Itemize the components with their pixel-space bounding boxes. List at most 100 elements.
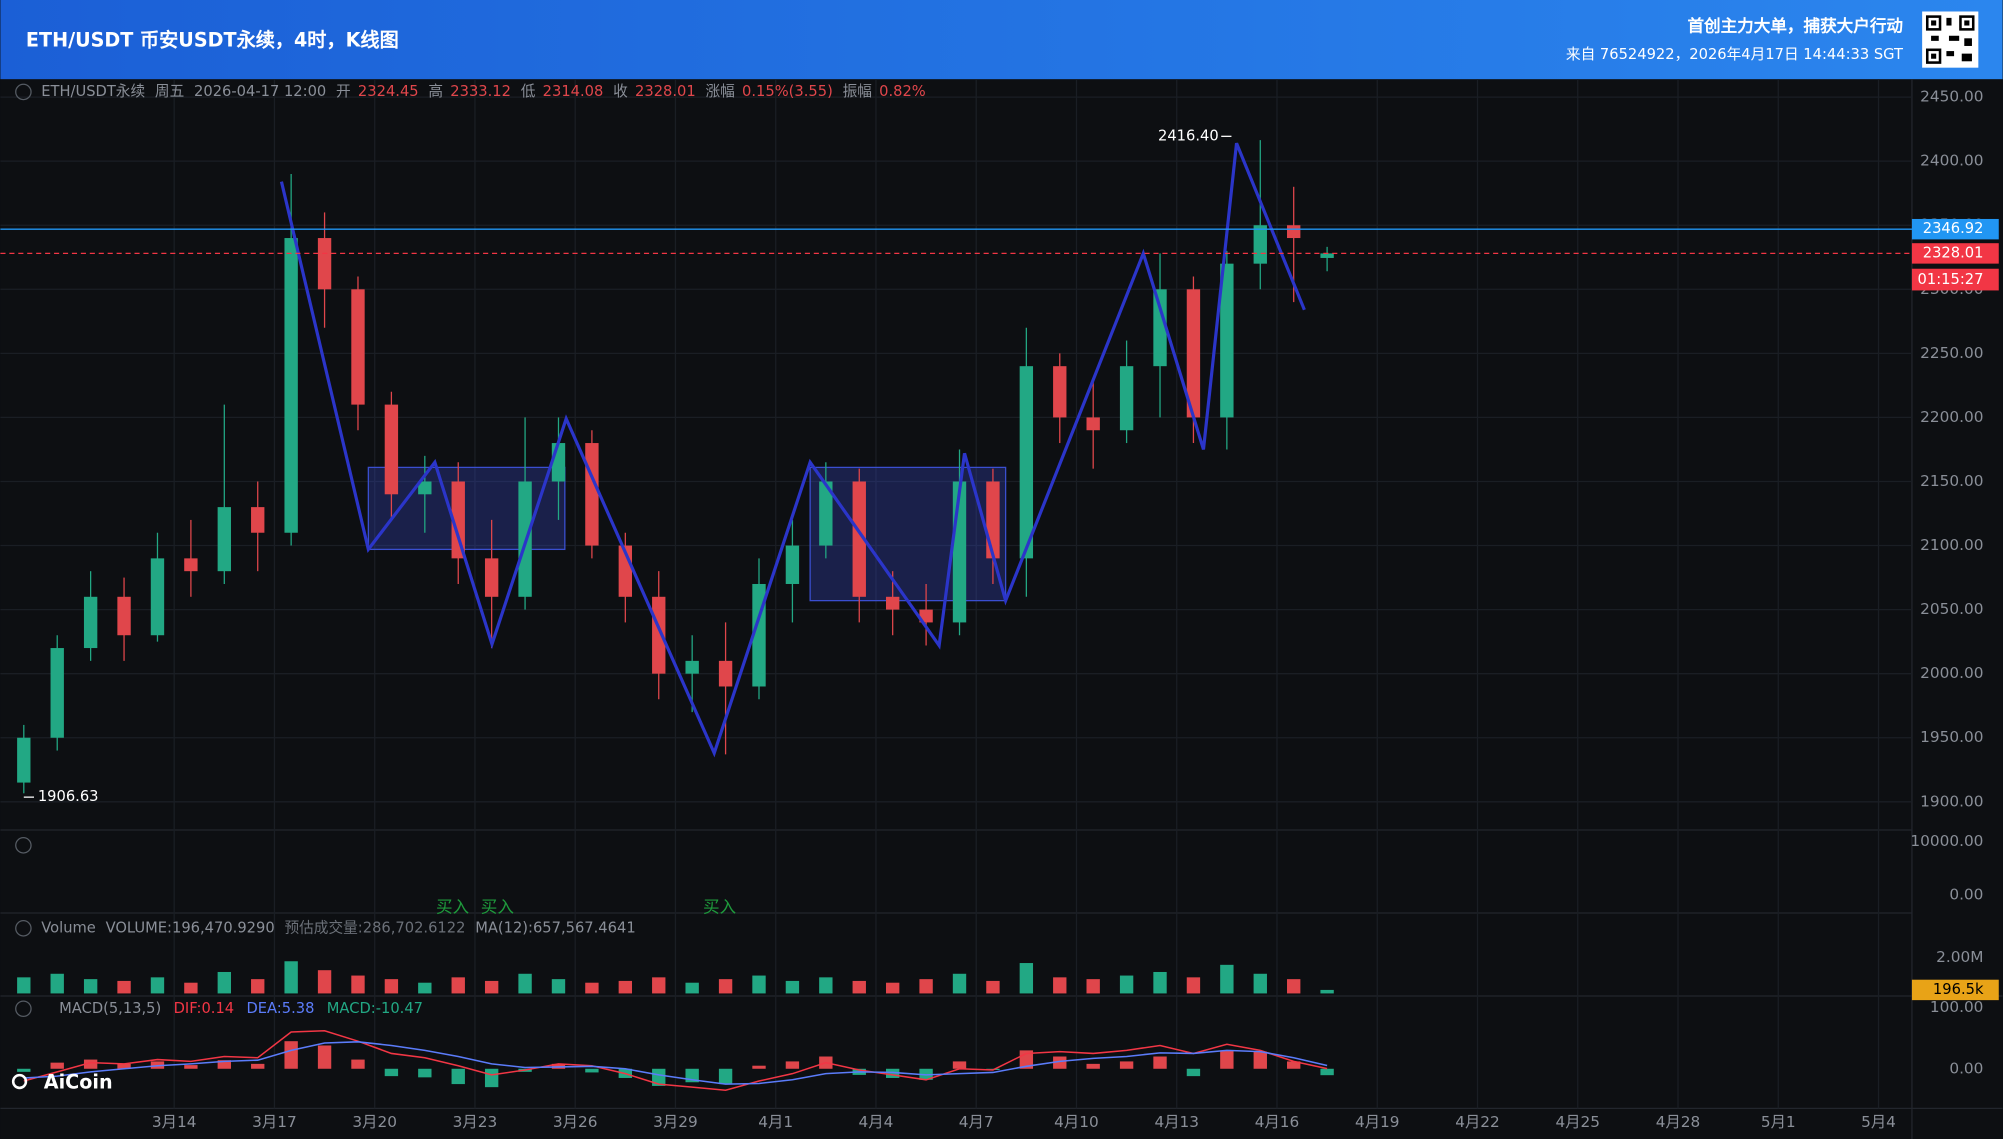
price-tag [1911, 243, 1999, 264]
macd-bar [1320, 1068, 1334, 1076]
macd-bar [117, 1063, 131, 1069]
volume-bar [718, 979, 733, 994]
y-tick-label: 0.00 [1949, 1059, 1983, 1077]
macd-bar [1287, 1061, 1301, 1069]
candle-body [83, 596, 98, 649]
volume-bar [685, 982, 699, 994]
macd-legend: MACD(5,13,5) DIF:0.14 DEA:5.38 MACD:-10.… [59, 1000, 423, 1017]
volume-bar [1153, 971, 1167, 994]
macd-bar [785, 1061, 800, 1069]
candle-body [685, 660, 699, 674]
macd-bar [50, 1062, 64, 1069]
macd-bar [484, 1068, 499, 1088]
weekday: 周五 [155, 83, 184, 100]
x-tick-label: 3月14 [152, 1113, 197, 1131]
macd-bar [384, 1068, 399, 1077]
candle-body [217, 507, 231, 572]
volume-bar [1287, 979, 1301, 994]
y-tick-label: 2050.00 [1920, 600, 1983, 618]
candle-body [451, 481, 465, 559]
candle-body [652, 596, 666, 674]
macd-bar [585, 1068, 599, 1073]
volume-bar [117, 980, 131, 994]
collapse-icon[interactable] [15, 837, 32, 854]
macd-bar [1186, 1068, 1201, 1077]
volume-bar [885, 982, 900, 994]
volume-bar [919, 979, 933, 994]
close: 2328.01 [635, 83, 696, 100]
x-tick-label: 3月23 [453, 1113, 498, 1131]
macd-bar [251, 1063, 265, 1069]
y-tick-label: 2250.00 [1920, 344, 1983, 362]
candle-body [418, 481, 432, 495]
change: 0.15%(3.55) [742, 83, 833, 100]
macd-bar [1086, 1063, 1100, 1069]
candle-body [585, 443, 599, 546]
candle-body [484, 558, 499, 597]
volume-bar [384, 979, 399, 994]
volume-bar [351, 975, 365, 994]
candle-body [819, 481, 833, 546]
x-tick-label: 4月19 [1355, 1113, 1400, 1131]
candle-body [1220, 263, 1234, 418]
volume-name: Volume [41, 919, 96, 936]
volume-legend: Volume VOLUME:196,470.9290 预估成交量:286,702… [41, 918, 635, 936]
x-tick-label: 4月28 [1656, 1113, 1701, 1131]
candle-body [251, 507, 265, 533]
zigzag-line [279, 142, 1306, 758]
collapse-icon[interactable] [15, 1000, 32, 1018]
volume-bar [785, 980, 800, 994]
candle-body [551, 443, 566, 482]
volume-tag [1911, 979, 1999, 1001]
annotation: 2416.40 [1158, 127, 1219, 144]
x-tick-label: 4月25 [1555, 1113, 1600, 1131]
watermark: AiCoin [44, 1070, 113, 1093]
x-tick-label: 4月13 [1154, 1113, 1199, 1131]
y-tick-label: 2.00M [1936, 948, 1983, 966]
low: 2314.08 [543, 83, 604, 100]
volume-bar [585, 982, 599, 994]
volume-title: VOLUME:196,470.9290 [106, 919, 275, 936]
x-tick-label: 4月1 [758, 1113, 793, 1131]
macd-bar [17, 1068, 31, 1072]
macd-bar [217, 1060, 231, 1069]
candle-body [919, 609, 933, 623]
y-tick-label: 2200.00 [1920, 408, 1983, 426]
x-tick-label: 4月22 [1455, 1113, 1500, 1131]
volume-tag-label: 196.5k [1933, 981, 1984, 998]
x-tick-label: 3月20 [352, 1113, 397, 1131]
amplitude-label: 振幅 [843, 83, 872, 100]
candle-body [885, 596, 900, 610]
candle-body [1119, 366, 1134, 431]
y-tick-label: 100.00 [1930, 998, 1984, 1016]
candle-body [317, 238, 332, 290]
candle-body [1153, 289, 1167, 367]
volume-bar [1019, 963, 1034, 994]
candle-body [150, 558, 165, 636]
y-tick-label: 2400.00 [1920, 152, 1983, 170]
y-tick-label: 0.00 [1949, 886, 1983, 904]
candle-body [986, 481, 1000, 559]
collapse-icon[interactable] [15, 83, 32, 101]
volume-bar [952, 973, 967, 994]
collapse-icon[interactable] [15, 920, 32, 937]
volume-ma: MA(12):657,567.4641 [475, 919, 635, 936]
buy-signal: 买入 [703, 897, 736, 916]
y-tick-label: 2000.00 [1920, 664, 1983, 682]
range-box [809, 466, 1007, 602]
header-title: ETH/USDT 币安USDT永续，4时，K线图 [26, 28, 399, 51]
y-tick-label: 1900.00 [1920, 792, 1983, 810]
macd-bar [1119, 1061, 1134, 1069]
volume-bar [217, 971, 231, 994]
volume-bar [1119, 975, 1134, 994]
macd-bar [885, 1068, 900, 1078]
volume-bar [1220, 964, 1234, 994]
x-tick-label: 4月10 [1054, 1113, 1099, 1131]
countdown-tag [1911, 268, 1999, 291]
volume-bar [551, 979, 566, 994]
macd-bar [1253, 1051, 1267, 1069]
info-bar: ETH/USDT永续 周五 2026-04-17 12:00 开 2324.45… [41, 83, 926, 100]
macd-title: MACD(5,13,5) [59, 1000, 161, 1017]
candle-body [718, 660, 733, 687]
